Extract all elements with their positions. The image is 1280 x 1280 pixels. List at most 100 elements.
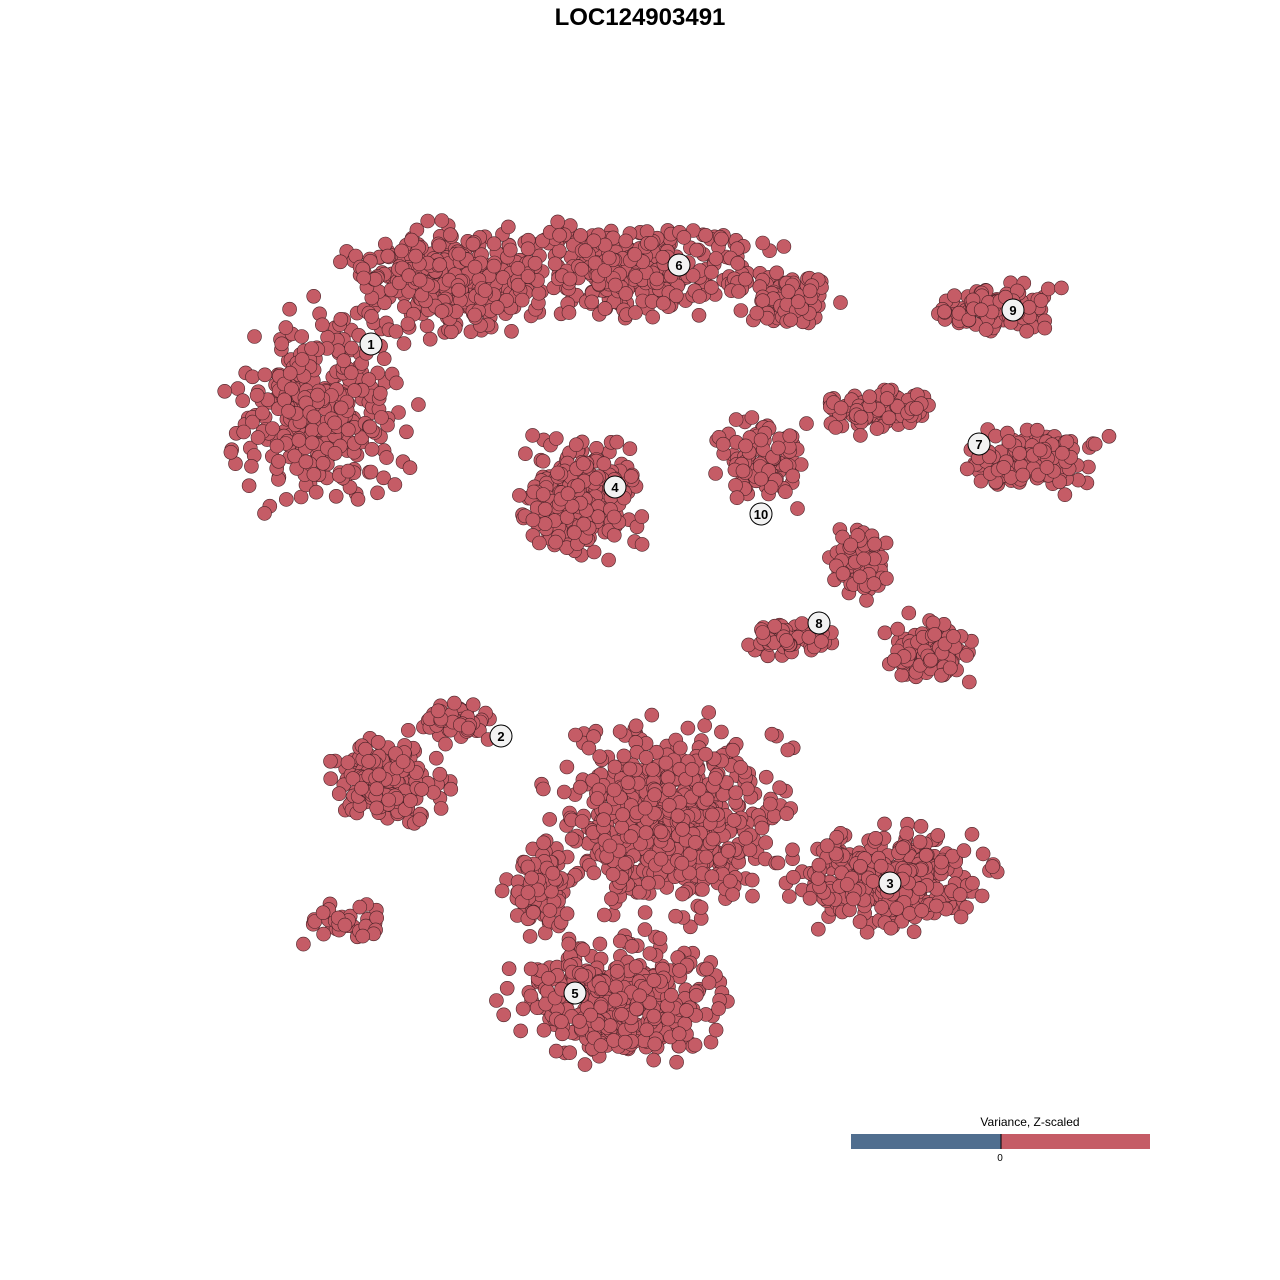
data-point [853, 409, 869, 425]
cluster-label-10: 10 [749, 502, 773, 526]
data-point [358, 741, 373, 757]
data-point [304, 435, 320, 451]
data-point [554, 1026, 570, 1042]
data-point [641, 875, 656, 891]
data-point [894, 667, 910, 683]
data-point [909, 400, 924, 416]
cluster-label-8: 8 [807, 611, 831, 635]
data-point [973, 302, 989, 318]
data-point [609, 963, 625, 979]
data-point [676, 230, 692, 245]
data-point [257, 367, 273, 383]
data-point [1015, 467, 1031, 483]
data-point [602, 838, 618, 854]
data-point [853, 428, 868, 443]
data-point [433, 801, 449, 816]
data-point [617, 1034, 633, 1050]
data-point [247, 329, 262, 344]
data-point [1057, 487, 1073, 503]
data-point [376, 470, 391, 486]
data-point [645, 762, 661, 777]
data-point [562, 271, 578, 287]
data-point [649, 271, 665, 287]
data-point [520, 885, 536, 900]
data-point [772, 780, 787, 796]
data-point [536, 1022, 552, 1038]
data-point [687, 835, 703, 850]
data-point [720, 843, 736, 859]
data-point [770, 440, 786, 456]
data-point [467, 307, 483, 323]
data-point [548, 431, 564, 446]
data-point [642, 946, 658, 961]
data-point [853, 859, 868, 874]
data-point [782, 428, 798, 444]
data-point [616, 748, 632, 764]
data-point [877, 625, 893, 641]
data-point [738, 438, 753, 454]
data-point [780, 284, 796, 299]
data-point [372, 385, 388, 401]
data-point [536, 835, 551, 851]
data-point [379, 450, 394, 465]
data-point [542, 903, 558, 918]
data-point [637, 922, 653, 937]
data-point [778, 484, 793, 500]
data-point [1055, 445, 1070, 461]
data-point [912, 834, 928, 850]
data-point [606, 527, 622, 543]
data-point [601, 552, 616, 568]
data-point [1037, 320, 1053, 336]
data-point [663, 987, 679, 1003]
data-point [785, 869, 801, 885]
data-point [451, 282, 467, 298]
data-point [306, 288, 322, 304]
data-point [879, 571, 894, 586]
data-point [699, 961, 715, 977]
data-point [975, 846, 991, 862]
data-point [568, 727, 583, 743]
data-point [956, 843, 972, 858]
data-point [467, 259, 483, 275]
data-point [593, 1038, 609, 1053]
data-point [785, 468, 801, 484]
data-point [672, 963, 687, 978]
cluster-label-text: 5 [571, 986, 578, 1001]
data-point [707, 771, 723, 786]
cluster-label-text: 10 [754, 507, 768, 522]
data-point [755, 625, 770, 640]
cluster-label-9: 9 [1001, 298, 1025, 322]
data-point [901, 605, 917, 621]
data-point [586, 233, 602, 249]
data-point [645, 309, 661, 325]
cluster-label-text: 8 [815, 616, 822, 631]
cluster-label-text: 9 [1009, 303, 1016, 318]
data-point [523, 988, 539, 1004]
data-point [340, 422, 356, 438]
data-point [223, 444, 239, 460]
data-point [828, 420, 844, 435]
data-point [542, 812, 558, 827]
data-point [623, 829, 639, 845]
data-point [371, 767, 387, 783]
data-point [617, 855, 633, 871]
data-point [758, 769, 774, 785]
data-point [652, 931, 668, 946]
data-point [592, 936, 608, 952]
data-point [685, 268, 701, 283]
data-point [412, 812, 428, 827]
data-point [865, 873, 881, 889]
data-point [337, 917, 353, 933]
data-point [510, 260, 526, 276]
data-point [573, 228, 588, 243]
data-point [705, 807, 720, 823]
data-point [578, 243, 593, 258]
data-point [942, 660, 958, 676]
data-point [304, 341, 319, 356]
data-point [537, 516, 553, 532]
data-point [564, 831, 580, 847]
data-point [726, 812, 742, 828]
data-point [779, 806, 795, 822]
data-point [705, 831, 721, 847]
